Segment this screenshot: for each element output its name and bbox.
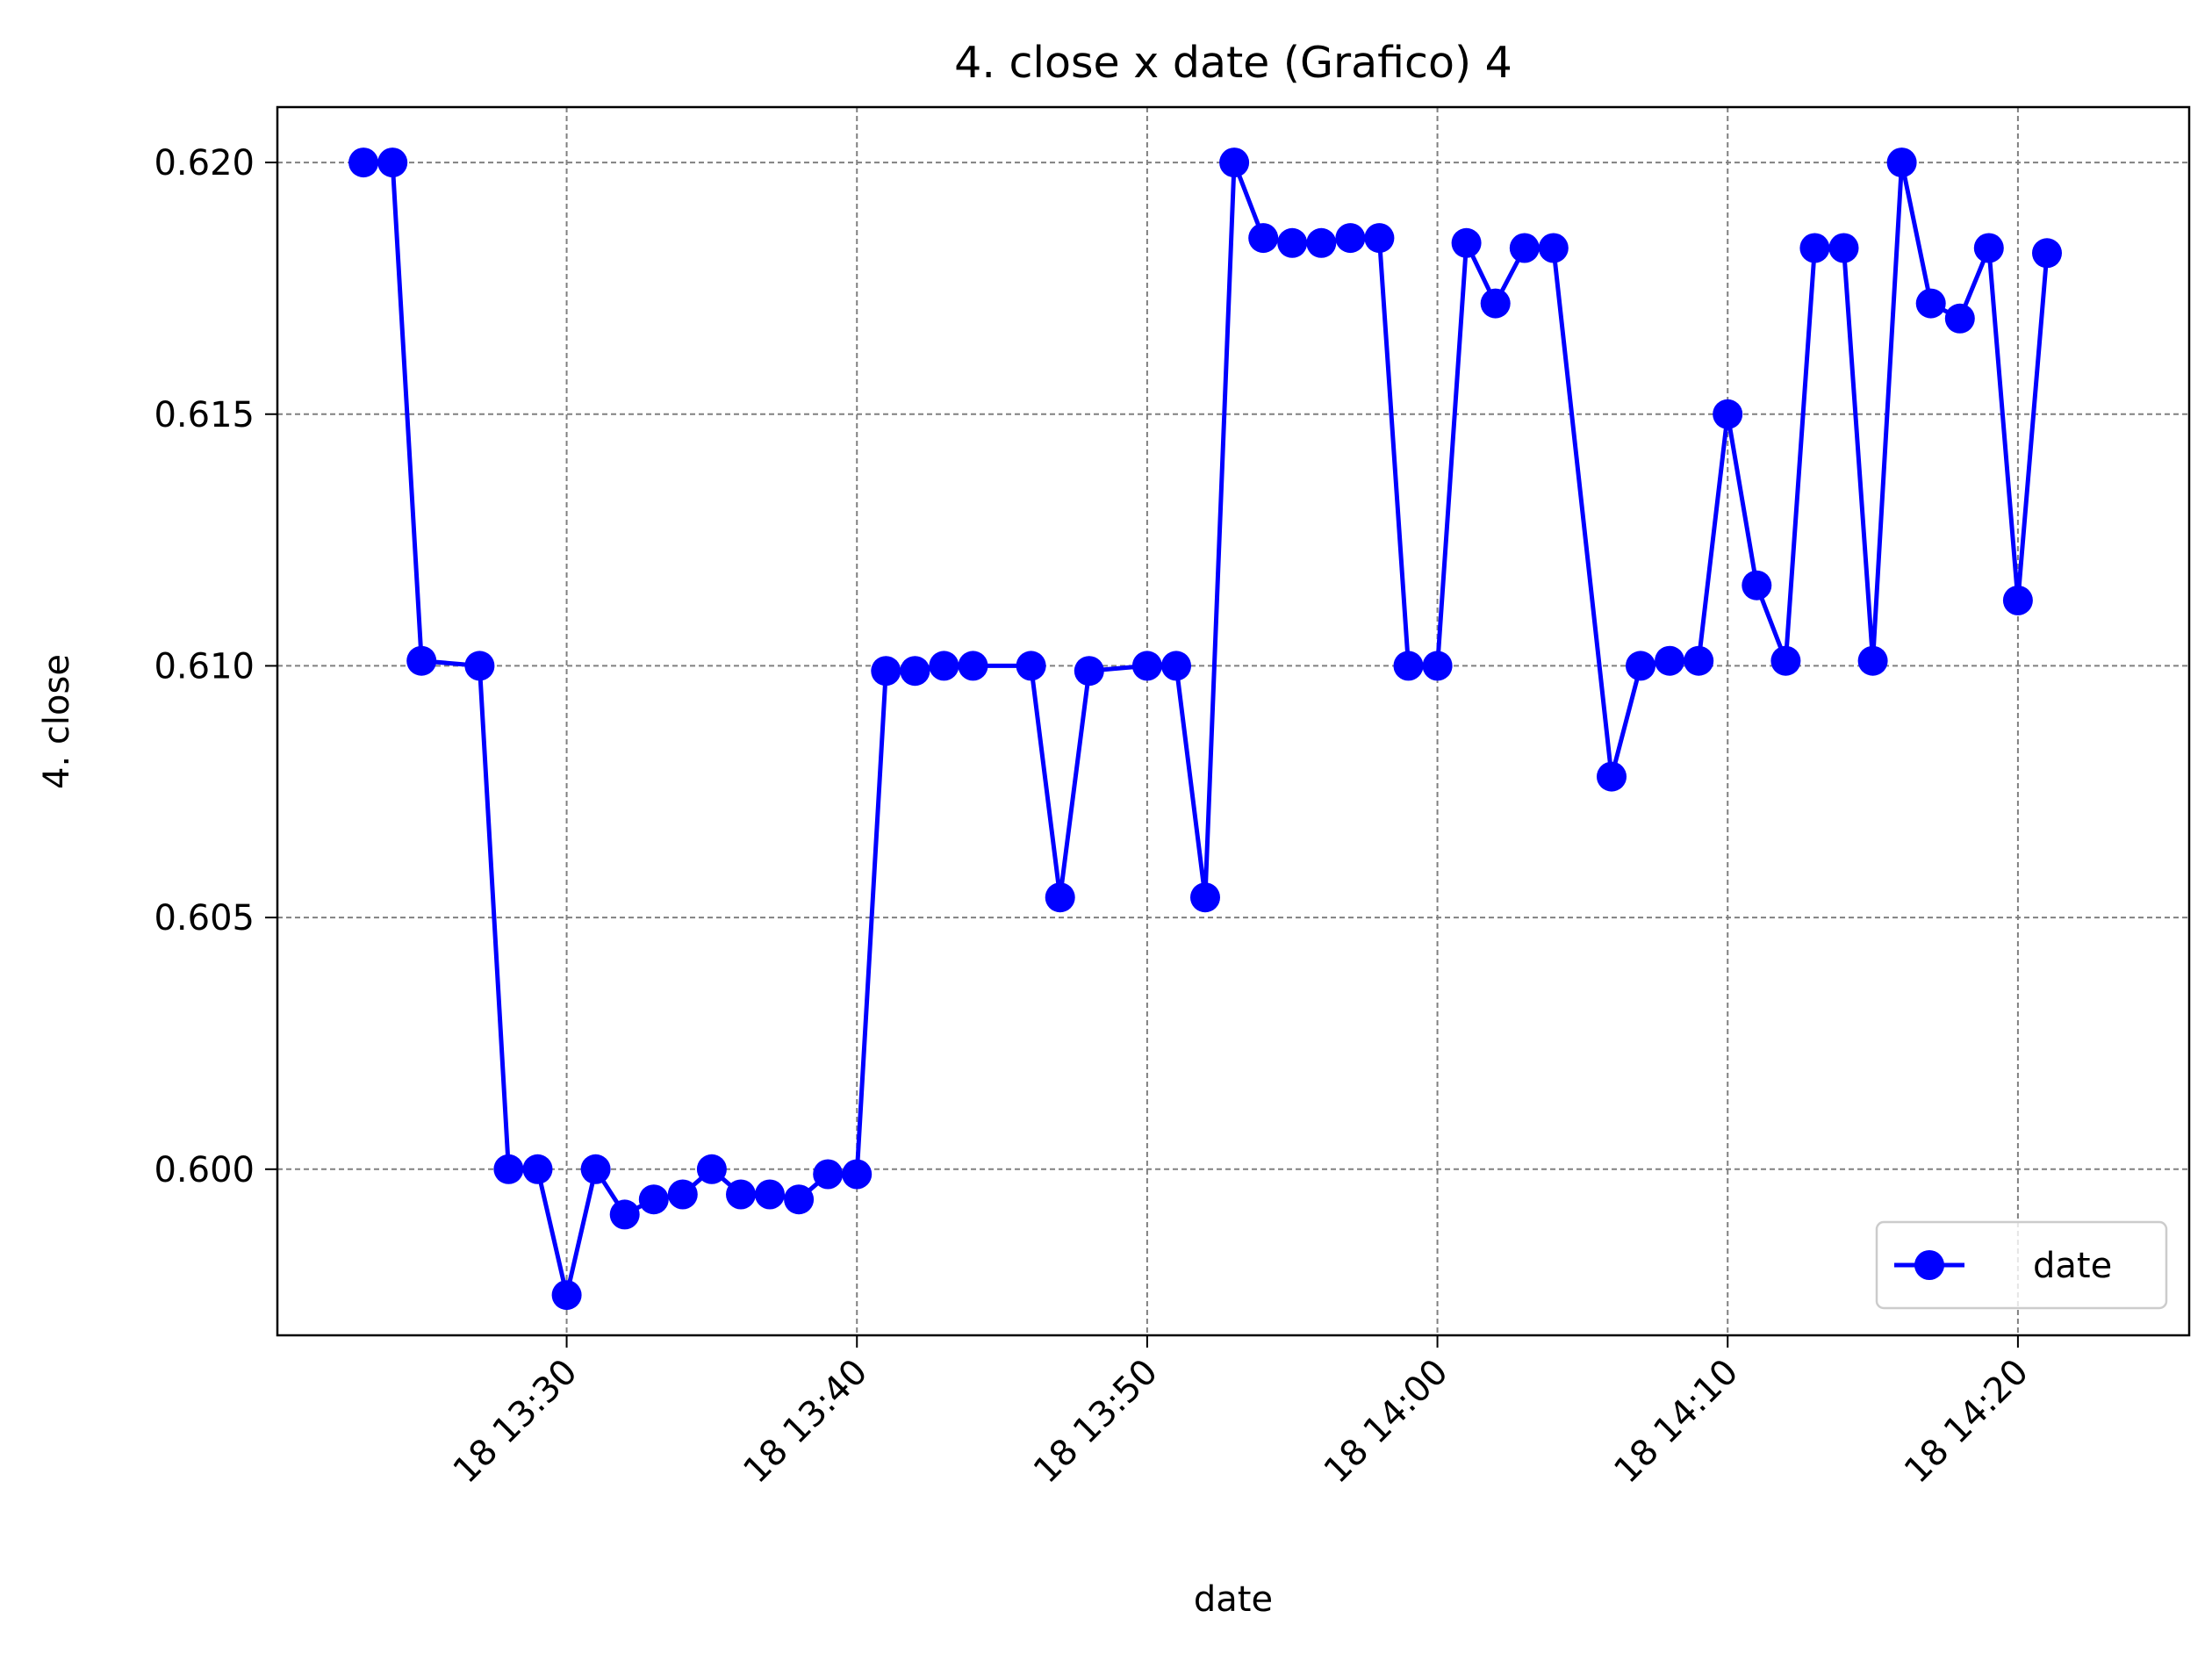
data-point bbox=[1713, 399, 1743, 429]
data-point bbox=[1828, 233, 1859, 263]
axis-ticks: 0.600 0.605 0.610 0.615 0.620 18 13:30 18 13:4… bbox=[154, 143, 2036, 1491]
y-tick-label: 0.615 bbox=[154, 395, 255, 435]
data-point bbox=[638, 1184, 669, 1215]
legend-box bbox=[1875, 1220, 2168, 1310]
data-point bbox=[2032, 238, 2062, 269]
x-tick-label: 18 13:40 bbox=[736, 1352, 875, 1492]
data-point bbox=[1886, 147, 1917, 178]
data-point bbox=[1190, 882, 1220, 913]
data-point bbox=[1422, 651, 1453, 681]
y-axis-label: 4. close bbox=[37, 654, 77, 789]
legend-marker-swatch bbox=[1914, 1250, 1944, 1280]
x-tick-label: 18 13:50 bbox=[1026, 1352, 1166, 1492]
data-point bbox=[348, 147, 379, 178]
x-tick-label: 18 13:30 bbox=[446, 1352, 585, 1492]
data-point bbox=[609, 1199, 640, 1230]
data-point bbox=[493, 1154, 524, 1184]
chart-title: 4. close x date (Grafico) 4 bbox=[954, 38, 1512, 88]
data-point bbox=[406, 645, 437, 676]
x-tick-label: 18 14:00 bbox=[1317, 1352, 1456, 1492]
data-point bbox=[726, 1179, 756, 1210]
data-point bbox=[1742, 570, 1772, 600]
data-point bbox=[580, 1154, 611, 1184]
data-point bbox=[1655, 645, 1685, 676]
data-point bbox=[1219, 147, 1250, 178]
data-point bbox=[377, 147, 408, 178]
y-tick-label: 0.605 bbox=[154, 898, 255, 938]
data-point bbox=[1944, 303, 1975, 334]
data-point bbox=[1915, 288, 1946, 319]
data-point bbox=[1131, 651, 1162, 681]
data-point bbox=[1480, 288, 1511, 319]
data-point bbox=[871, 656, 901, 687]
data-point bbox=[1799, 233, 1830, 263]
data-point bbox=[2002, 585, 2033, 615]
data-point bbox=[1597, 761, 1627, 792]
data-point bbox=[1684, 645, 1714, 676]
data-point bbox=[1335, 223, 1366, 254]
data-point bbox=[1248, 223, 1279, 254]
legend-label: date bbox=[2033, 1246, 2112, 1286]
data-point bbox=[1074, 656, 1104, 687]
data-point bbox=[958, 651, 988, 681]
data-point bbox=[1509, 233, 1540, 263]
data-point bbox=[929, 651, 959, 681]
data-point bbox=[1451, 227, 1482, 258]
data-point bbox=[784, 1184, 815, 1215]
y-tick-label: 0.620 bbox=[154, 143, 255, 183]
y-tick-label: 0.610 bbox=[154, 646, 255, 687]
series-layer bbox=[348, 147, 2062, 1311]
data-point bbox=[1973, 233, 2004, 263]
data-point bbox=[1538, 233, 1569, 263]
data-point bbox=[696, 1154, 727, 1184]
data-point bbox=[522, 1154, 553, 1184]
data-point bbox=[755, 1179, 785, 1210]
x-axis-label: date bbox=[1194, 1579, 1273, 1620]
x-tick-label: 18 14:10 bbox=[1606, 1352, 1746, 1492]
data-point bbox=[1770, 645, 1801, 676]
data-point bbox=[1306, 227, 1337, 258]
plot-frame bbox=[276, 105, 2191, 1337]
data-point bbox=[1045, 882, 1075, 913]
data-point bbox=[842, 1159, 873, 1190]
data-point bbox=[464, 651, 495, 681]
data-point bbox=[1626, 651, 1655, 681]
grid bbox=[277, 107, 2189, 1335]
x-tick-label: 18 14:20 bbox=[1897, 1352, 2036, 1492]
data-point bbox=[551, 1280, 582, 1311]
y-tick-label: 0.600 bbox=[154, 1150, 255, 1190]
data-point bbox=[1016, 651, 1046, 681]
data-point bbox=[900, 656, 930, 687]
series-line bbox=[363, 160, 2050, 1298]
data-point bbox=[667, 1179, 698, 1210]
legend: date bbox=[1875, 1220, 2168, 1310]
data-point bbox=[1161, 651, 1191, 681]
data-point bbox=[1393, 651, 1424, 681]
data-point bbox=[1364, 223, 1395, 254]
data-point bbox=[813, 1159, 844, 1190]
data-point bbox=[1277, 227, 1308, 258]
data-point bbox=[1857, 645, 1888, 676]
